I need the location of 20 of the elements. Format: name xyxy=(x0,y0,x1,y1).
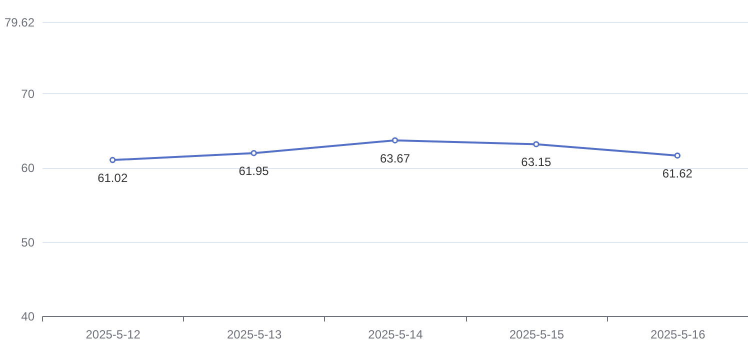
x-tick-label: 2025-5-16 xyxy=(650,328,706,342)
data-label: 61.95 xyxy=(238,164,270,178)
point xyxy=(110,156,116,164)
data-label: 61.02 xyxy=(98,171,128,186)
y-tick-label: 79.62 xyxy=(4,16,35,30)
y-tick-label: 70 xyxy=(21,86,35,101)
point xyxy=(533,141,540,148)
x-tick-label: 2025-5-15 xyxy=(509,328,564,342)
point xyxy=(250,150,257,156)
x-tick-label: 2025-5-14 xyxy=(368,328,424,342)
data-label: 63.15 xyxy=(521,155,552,170)
y-tick-label: 60 xyxy=(21,161,35,176)
data-label: 63.67 xyxy=(380,151,410,166)
y-tick-label: 50 xyxy=(21,235,35,250)
data-label: 61.62 xyxy=(662,166,693,181)
y-tick-label: 40 xyxy=(21,310,35,324)
point xyxy=(392,137,398,144)
x-tick-label: 2025-5-13 xyxy=(226,328,282,342)
point xyxy=(674,152,680,159)
x-tick-label: 2025-5-12 xyxy=(86,328,141,342)
